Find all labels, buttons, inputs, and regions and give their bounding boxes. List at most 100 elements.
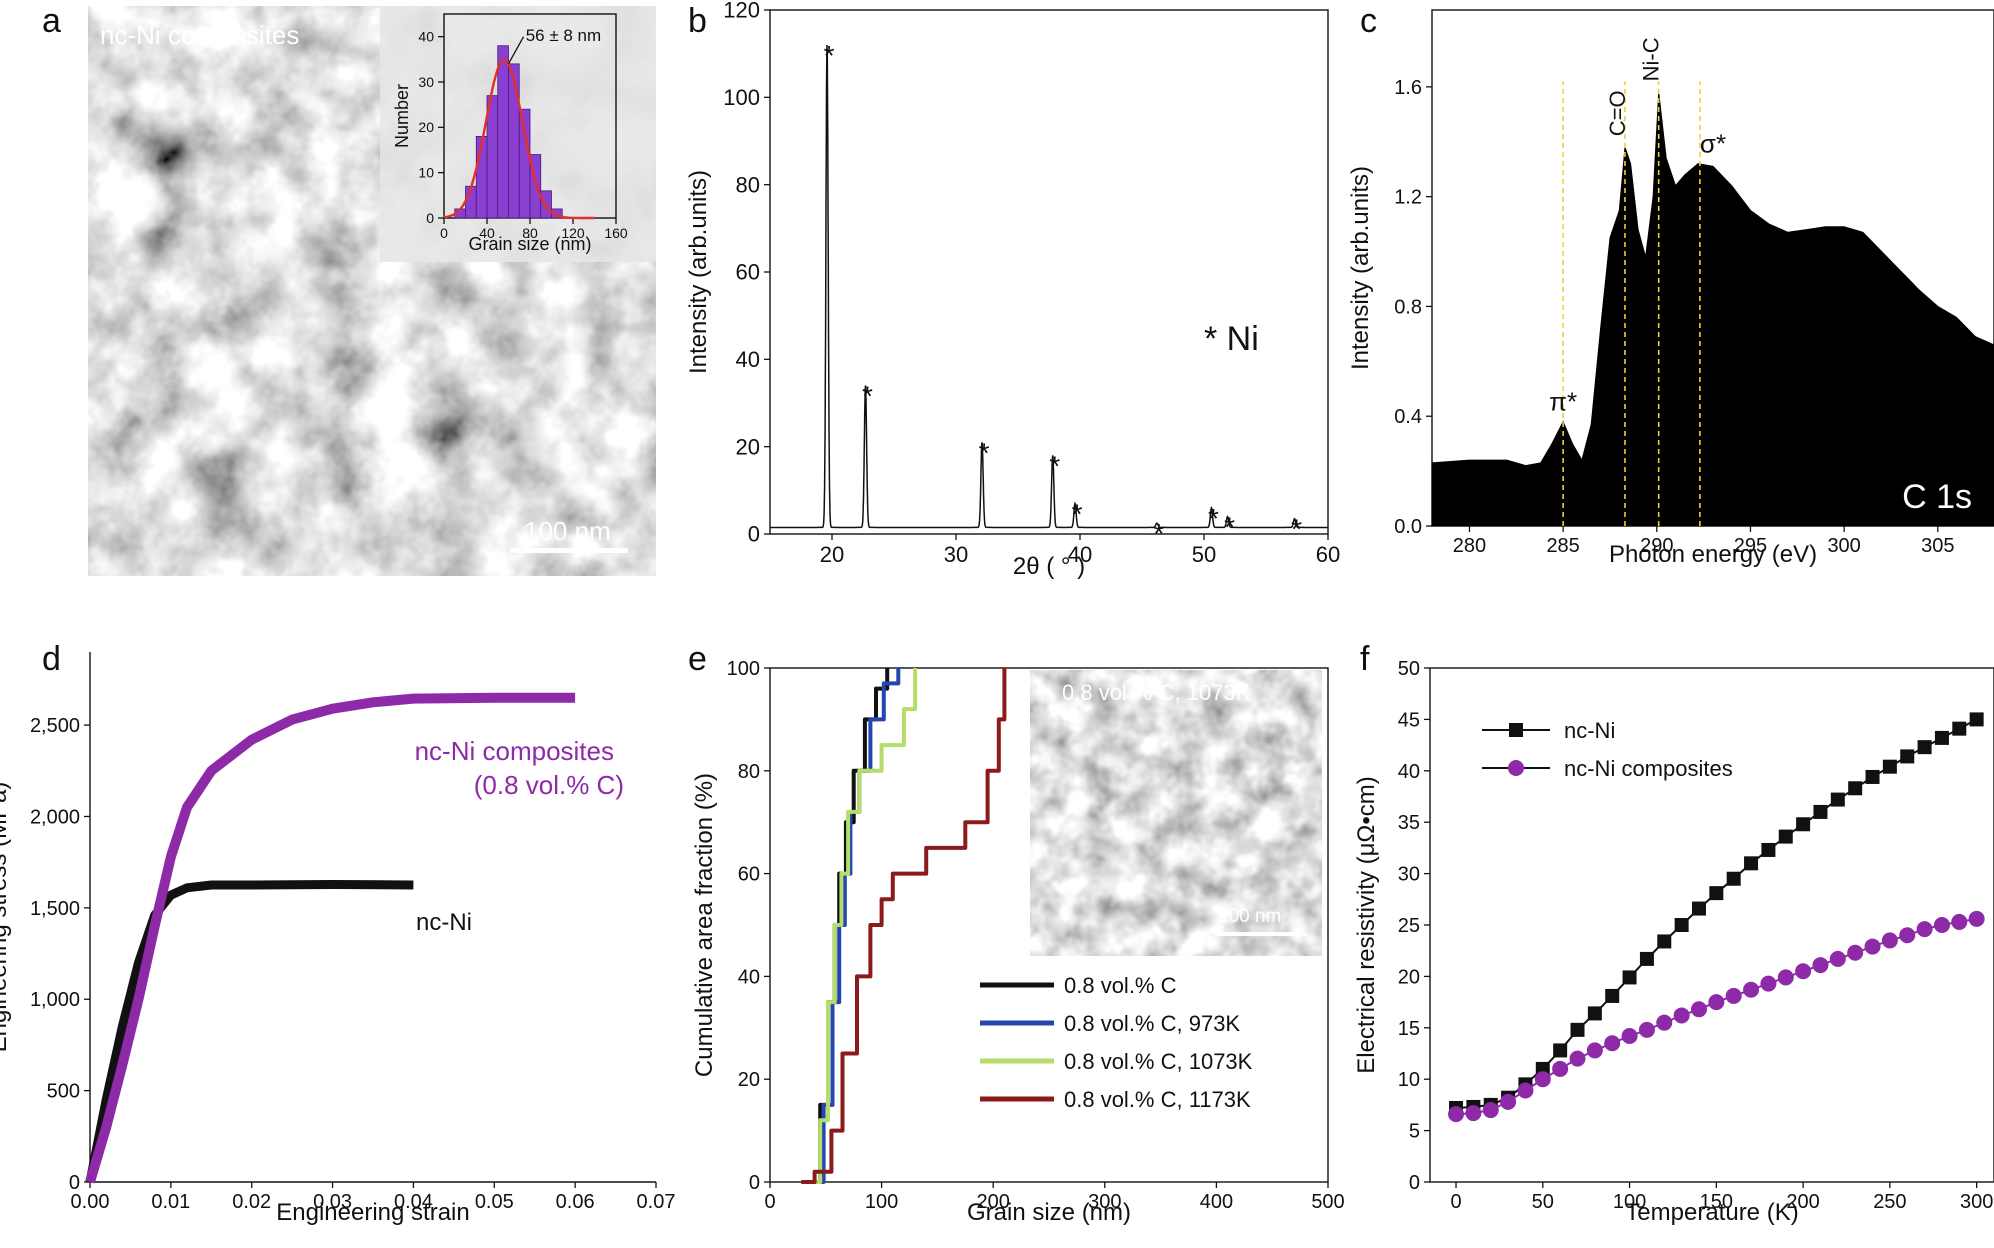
y-tick-label: 45	[1398, 709, 1420, 731]
y-tick-label: 35	[1398, 812, 1420, 834]
data-marker-circle	[1638, 1021, 1655, 1038]
panel-letter-d: d	[42, 640, 61, 678]
cumulative-curve	[812, 668, 918, 1184]
peak-label: π*	[1549, 387, 1577, 417]
histogram-bar	[508, 63, 520, 219]
y-tick-label: 0	[748, 522, 760, 547]
y-tick-label: 25	[1398, 915, 1420, 937]
resistivity-chart: 0 50 100 150 200 250 300 0 5 10 15 20 25 30 35 40 45 50 Te…	[1353, 658, 1994, 1226]
data-marker-square	[1639, 951, 1654, 966]
data-marker-square	[1900, 749, 1915, 764]
data-marker-circle	[1812, 957, 1829, 974]
data-marker-square	[1917, 740, 1932, 755]
data-marker-circle	[1586, 1042, 1603, 1059]
x-tick-label: 40	[1068, 542, 1092, 567]
legend-label: 0.8 vol.% C, 1073K	[1064, 1049, 1253, 1074]
y-tick-label: 0	[426, 210, 434, 226]
x-tick-label: 300	[1088, 1191, 1121, 1213]
panel-letter-b: b	[688, 2, 707, 40]
x-tick-label: 200	[977, 1191, 1010, 1213]
data-marker-square	[1553, 1043, 1568, 1058]
x-tick-label: 200	[1786, 1191, 1819, 1213]
x-axis-label: Grain size (nm)	[967, 1199, 1131, 1226]
data-marker-square	[1570, 1022, 1585, 1037]
data-marker-square	[1934, 730, 1949, 745]
x-axis-label: 2θ ( ° )	[1013, 553, 1085, 580]
y-tick-label: 120	[723, 0, 760, 23]
xrd-pattern-line	[770, 44, 1328, 529]
y-tick-label: 0	[1409, 1172, 1420, 1194]
data-marker-circle	[1916, 921, 1933, 938]
panel-letter-f: f	[1360, 640, 1370, 678]
x-tick-label: 0.01	[151, 1191, 190, 1213]
data-marker-square	[1778, 829, 1793, 844]
tem-label-e: 0.8 vol.% C, 1073K	[1062, 680, 1251, 705]
data-marker-square	[1848, 781, 1863, 796]
xrd-chart: 20 30 40 50 60 0 20 40 60 80 100 120 2θ ( ° ) Intensi…	[685, 0, 1340, 580]
data-marker-square	[1813, 804, 1828, 819]
nexafs-chart: 280 285 290 295 300 305 0.0 0.4 0.8 1.2 1.6 Photon …	[1347, 9, 1994, 568]
data-marker-circle	[1777, 969, 1794, 986]
y-axis-label: Intensity (arb.units)	[1347, 166, 1374, 370]
y-tick-label: 500	[47, 1081, 80, 1103]
y-axis-label: Cumulative area fraction (%)	[691, 773, 718, 1077]
x-tick-label: 50	[1532, 1191, 1554, 1213]
data-marker-circle	[1621, 1028, 1638, 1045]
y-tick-label: 40	[1398, 761, 1420, 783]
edge-annotation: C 1s	[1902, 478, 1972, 516]
y-axis-label: Number	[392, 84, 412, 148]
x-tick-label: 0.00	[71, 1191, 110, 1213]
y-tick-label: 0.4	[1394, 406, 1422, 428]
y-tick-label: 80	[738, 761, 760, 783]
x-tick-label: 290	[1640, 535, 1673, 557]
panel-letter-c: c	[1360, 2, 1377, 40]
data-marker-circle	[1500, 1093, 1517, 1110]
x-tick-label: 0	[1450, 1191, 1461, 1213]
x-tick-label: 30	[944, 542, 968, 567]
y-tick-label: 0	[749, 1172, 760, 1194]
data-marker-circle	[1604, 1035, 1621, 1052]
x-tick-label: 400	[1200, 1191, 1233, 1213]
x-tick-label: 0.02	[232, 1191, 271, 1213]
peak-marker: *	[1208, 503, 1219, 534]
data-marker-square	[1952, 721, 1967, 736]
x-tick-label: 0.07	[637, 1191, 676, 1213]
scale-bar-label-e: 100 nm	[1218, 906, 1282, 927]
legend-label: 0.8 vol.% C, 1173K	[1064, 1087, 1251, 1112]
histogram-bar	[518, 108, 531, 219]
plot-frame	[769, 667, 1329, 1183]
x-tick-label: 40	[479, 225, 495, 241]
x-tick-label: 305	[1921, 535, 1954, 557]
x-tick-label: 100	[865, 1191, 898, 1213]
x-tick-label: 280	[1453, 535, 1486, 557]
legend-marker	[1508, 760, 1524, 776]
data-marker-circle	[1690, 1001, 1707, 1018]
data-marker-square	[1709, 886, 1724, 901]
series-label: nc-Ni	[416, 909, 472, 936]
x-tick-label: 500	[1311, 1191, 1344, 1213]
y-tick-label: 20	[418, 119, 434, 135]
legend-label: nc-Ni	[1564, 718, 1615, 743]
y-tick-label: 20	[736, 434, 760, 459]
data-marker-square	[1587, 1006, 1602, 1021]
data-marker-square	[1622, 970, 1637, 985]
peak-label: Ni-C	[1639, 37, 1664, 81]
x-tick-label: 60	[1316, 542, 1340, 567]
y-axis-label: Electrical resistivity (μΩ•cm)	[1353, 776, 1380, 1074]
y-tick-label: 10	[418, 165, 434, 181]
legend-label: nc-Ni composites	[1564, 756, 1733, 781]
x-tick-label: 250	[1873, 1191, 1906, 1213]
peak-marker: *	[1224, 512, 1235, 543]
data-marker-circle	[1482, 1102, 1499, 1119]
scale-bar-e	[1216, 932, 1306, 936]
x-tick-label: 0	[764, 1191, 775, 1213]
y-tick-label: 40	[418, 29, 434, 45]
y-tick-label: 20	[1398, 966, 1420, 988]
data-marker-circle	[1760, 975, 1777, 992]
data-marker-square	[1657, 934, 1672, 949]
data-marker-circle	[1881, 932, 1898, 949]
cumulative-curve	[814, 668, 901, 1184]
annotation-pointer	[507, 36, 525, 65]
legend-label: 0.8 vol.% C	[1064, 973, 1177, 998]
